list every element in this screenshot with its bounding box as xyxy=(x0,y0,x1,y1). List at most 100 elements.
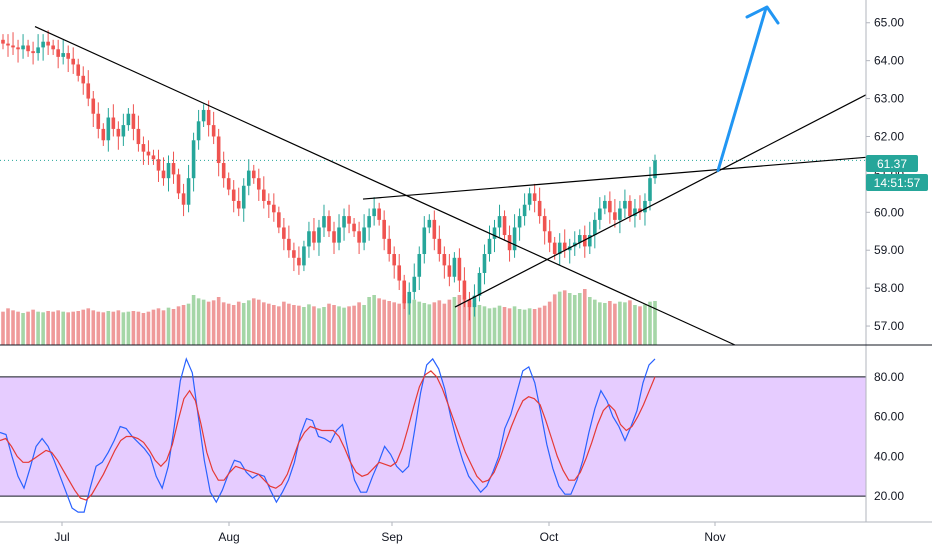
volume-bar xyxy=(181,305,186,345)
candle-body xyxy=(422,227,427,255)
candle-body xyxy=(577,235,582,243)
volume-bar xyxy=(121,312,126,345)
candle-body xyxy=(141,144,146,152)
candle-body xyxy=(367,216,371,228)
candle-body xyxy=(653,160,657,179)
volume-bar xyxy=(206,301,211,345)
last-price-tag-bg xyxy=(866,155,918,172)
volume-bar xyxy=(382,299,386,345)
volume-bar xyxy=(216,297,221,345)
projection-arrow-head xyxy=(745,5,780,25)
volume-bar xyxy=(618,301,622,345)
volume-bar xyxy=(16,311,20,345)
candle-body xyxy=(447,265,452,277)
candle-body xyxy=(322,216,326,228)
countdown-label: 14:51:57 xyxy=(874,176,921,190)
candle-body xyxy=(221,163,226,179)
volume-bar xyxy=(417,301,422,345)
volume-bar xyxy=(537,307,542,345)
volume-bar xyxy=(603,303,607,345)
candle-body xyxy=(462,280,467,300)
volume-bar xyxy=(517,309,522,345)
candle-body xyxy=(51,45,55,50)
volume-bar xyxy=(176,306,181,345)
candle-body xyxy=(457,257,462,281)
volume-bar xyxy=(71,311,76,345)
volume-bar xyxy=(387,301,391,345)
candle-body xyxy=(407,291,412,304)
volume-bars xyxy=(1,289,657,345)
volume-bar xyxy=(628,300,632,345)
volume-bar xyxy=(166,307,171,345)
volume-bar xyxy=(593,299,597,345)
volume-bar xyxy=(588,297,592,345)
candle-body xyxy=(66,53,70,59)
candle-body xyxy=(487,238,492,255)
volume-bar xyxy=(653,301,657,345)
candle-body xyxy=(582,235,587,247)
volume-bar xyxy=(447,299,452,345)
candle-body xyxy=(56,49,60,57)
candle-body xyxy=(522,204,527,217)
candle-body xyxy=(512,227,517,251)
candle-body xyxy=(432,219,437,239)
candle-body xyxy=(176,174,181,194)
volume-bar xyxy=(76,311,81,345)
candle-body xyxy=(402,280,407,304)
candle-body xyxy=(186,178,191,205)
candle-body xyxy=(302,246,306,266)
candle-body xyxy=(542,216,547,232)
candle-body xyxy=(11,45,15,48)
volume-bar xyxy=(256,299,261,345)
volume-bar xyxy=(567,293,572,345)
stoch-tick-label: 60.00 xyxy=(874,410,904,424)
candle-body xyxy=(638,208,642,213)
volume-bar xyxy=(96,311,101,345)
volume-bar xyxy=(608,301,612,345)
candle-body xyxy=(181,193,186,205)
volume-bar xyxy=(141,313,146,345)
candle-body xyxy=(81,75,86,84)
volume-bar xyxy=(267,303,271,345)
candle-body xyxy=(251,170,256,179)
candle-body xyxy=(598,208,602,220)
volume-bar xyxy=(36,311,40,345)
trendlines xyxy=(34,5,867,346)
candle-body xyxy=(256,178,261,190)
volume-bar xyxy=(407,297,412,345)
candle-body xyxy=(372,208,376,217)
volume-bar xyxy=(11,310,15,345)
volume-bar xyxy=(151,309,156,345)
candle-body xyxy=(246,170,251,186)
volume-bar xyxy=(262,302,266,345)
volume-bar xyxy=(467,301,472,345)
candle-body xyxy=(91,98,96,114)
volume-bar xyxy=(532,309,537,345)
volume-bar xyxy=(272,305,276,345)
volume-bar xyxy=(282,301,286,345)
candle-body xyxy=(437,238,442,255)
volume-bar xyxy=(277,306,281,345)
candle-body xyxy=(236,200,241,209)
volume-bar xyxy=(457,295,462,345)
volume-bar xyxy=(322,307,326,345)
candle-body xyxy=(517,216,522,228)
volume-bar xyxy=(136,311,141,345)
candle-body xyxy=(61,53,65,57)
volume-bar xyxy=(492,307,497,345)
candle-body xyxy=(71,58,76,65)
candle-body xyxy=(593,219,597,236)
candle-body xyxy=(557,242,562,255)
time-axis: Jul Aug Sep Oct Nov xyxy=(54,522,726,544)
candle-body xyxy=(36,47,40,54)
candle-body xyxy=(352,223,356,232)
candle-body xyxy=(272,204,276,213)
volume-bar xyxy=(241,303,246,345)
volume-bar xyxy=(362,305,366,345)
candle-body xyxy=(382,219,386,239)
candle-body xyxy=(527,193,532,205)
candle-body xyxy=(287,238,291,251)
candle-body xyxy=(397,265,402,281)
volume-bar xyxy=(352,305,356,345)
candle-body xyxy=(1,39,5,44)
